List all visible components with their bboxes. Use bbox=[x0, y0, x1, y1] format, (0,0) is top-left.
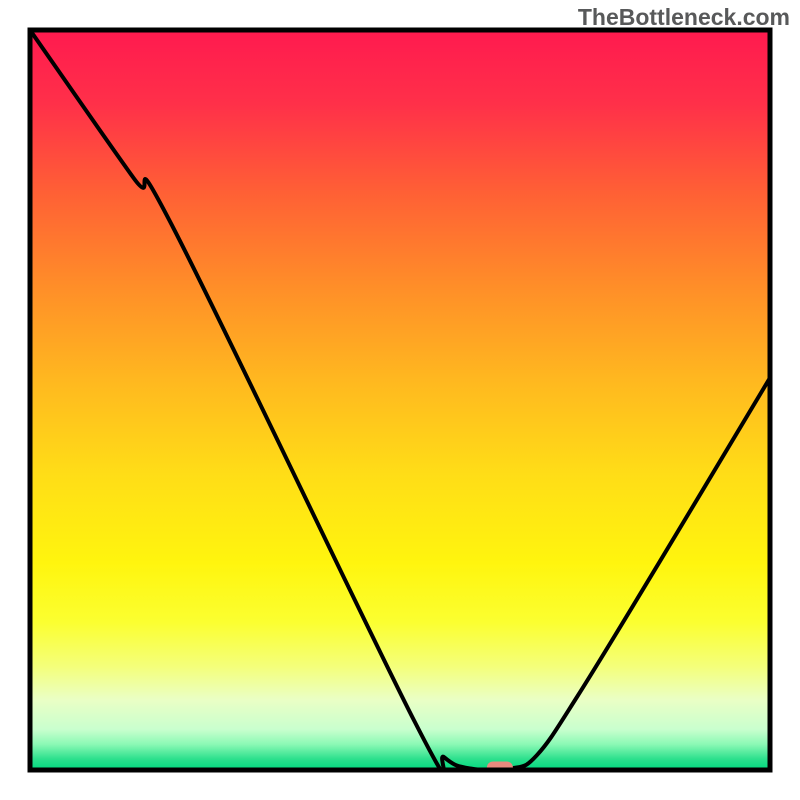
bottleneck-chart bbox=[0, 0, 800, 800]
gradient-background bbox=[30, 30, 770, 770]
